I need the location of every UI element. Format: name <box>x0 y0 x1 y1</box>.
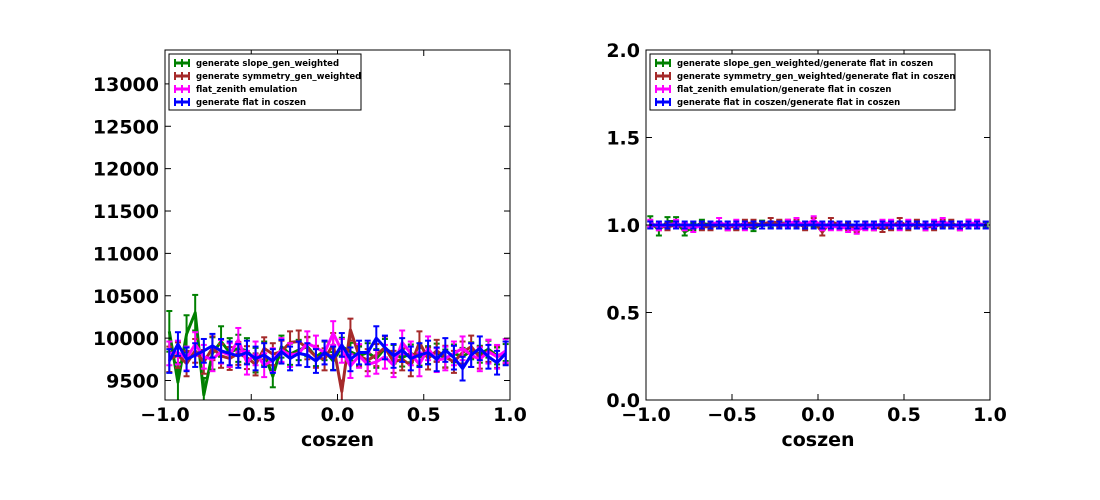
y-tick-label: 13000 <box>93 74 159 96</box>
legend-label: generate flat in coszen/generate flat in… <box>677 98 900 108</box>
x-tick-label: −0.5 <box>707 404 757 426</box>
left-legend: generate slope_gen_weighted generate symm… <box>168 53 362 111</box>
series-3 <box>166 325 509 382</box>
y-tick-label: 9500 <box>106 371 159 393</box>
right-series-marks <box>647 215 989 237</box>
right-legend: generate slope_gen_weighted/generate fla… <box>649 53 956 111</box>
legend-label: flat_zenith emulation/generate flat in c… <box>677 85 891 95</box>
clipped-series-group <box>647 215 989 237</box>
y-tick-label: 2.0 <box>606 40 640 62</box>
right-legend-box <box>649 53 956 111</box>
right-x-axis-label: coszen <box>781 429 854 451</box>
legend-label: generate slope_gen_weighted/generate fla… <box>677 59 933 69</box>
x-tick-label: −0.5 <box>226 404 276 426</box>
right-plot-panel: −1.0 −0.5 0.0 0.5 1.00.00.51.01.52.0 coszen … <box>606 40 1007 451</box>
y-tick-label: 0.0 <box>606 390 640 412</box>
y-tick-label: 11000 <box>93 243 159 265</box>
legend-label: flat_zenith emulation <box>196 85 297 95</box>
series-line <box>649 220 986 234</box>
x-tick-label: 0.5 <box>407 404 441 426</box>
y-tick-label: 10000 <box>93 328 159 350</box>
y-tick-label: 12500 <box>93 116 159 138</box>
clipped-series-group <box>166 293 509 400</box>
series-line <box>168 328 507 393</box>
x-tick-label: 0.0 <box>801 404 835 426</box>
series-3 <box>647 220 989 230</box>
y-tick-label: 11500 <box>93 201 159 223</box>
y-tick-label: 12000 <box>93 159 159 181</box>
legend-label: generate symmetry_gen_weighted/generate … <box>677 72 955 82</box>
y-tick-label: 1.5 <box>606 128 640 150</box>
left-series-marks <box>166 293 509 400</box>
x-tick-label: 0.5 <box>887 404 921 426</box>
legend-label: generate slope_gen_weighted <box>196 59 339 69</box>
y-tick-label: 1.0 <box>606 215 640 237</box>
y-tick-label: 10500 <box>93 286 159 308</box>
legend-label: generate flat in coszen <box>196 98 306 108</box>
x-tick-label: −1.0 <box>140 404 190 426</box>
left-plot-panel: −1.0 −0.5 0.0 0.5 1.0 9500 10000 10500 11000 1150… <box>93 49 527 451</box>
x-tick-label: 1.0 <box>973 404 1007 426</box>
series-line <box>167 336 507 371</box>
x-tick-label: 1.0 <box>493 404 527 426</box>
right-ticks: −1.0 −0.5 0.0 0.5 1.0 0.0 0.5 1.0 1.5 2.0 <box>606 40 1007 426</box>
legend-label: generate symmetry_gen_weighted <box>196 72 361 82</box>
left-legend-box <box>168 53 362 111</box>
x-tick-label: −1.0 <box>621 404 671 426</box>
x-tick-label: 0.0 <box>321 404 355 426</box>
left-ticks: −1.0 −0.5 0.0 0.5 1.0 9500 10000 10500 11000 1150… <box>93 50 527 426</box>
y-tick-label: 0.5 <box>606 303 640 325</box>
left-x-axis-label: coszen <box>301 429 374 451</box>
